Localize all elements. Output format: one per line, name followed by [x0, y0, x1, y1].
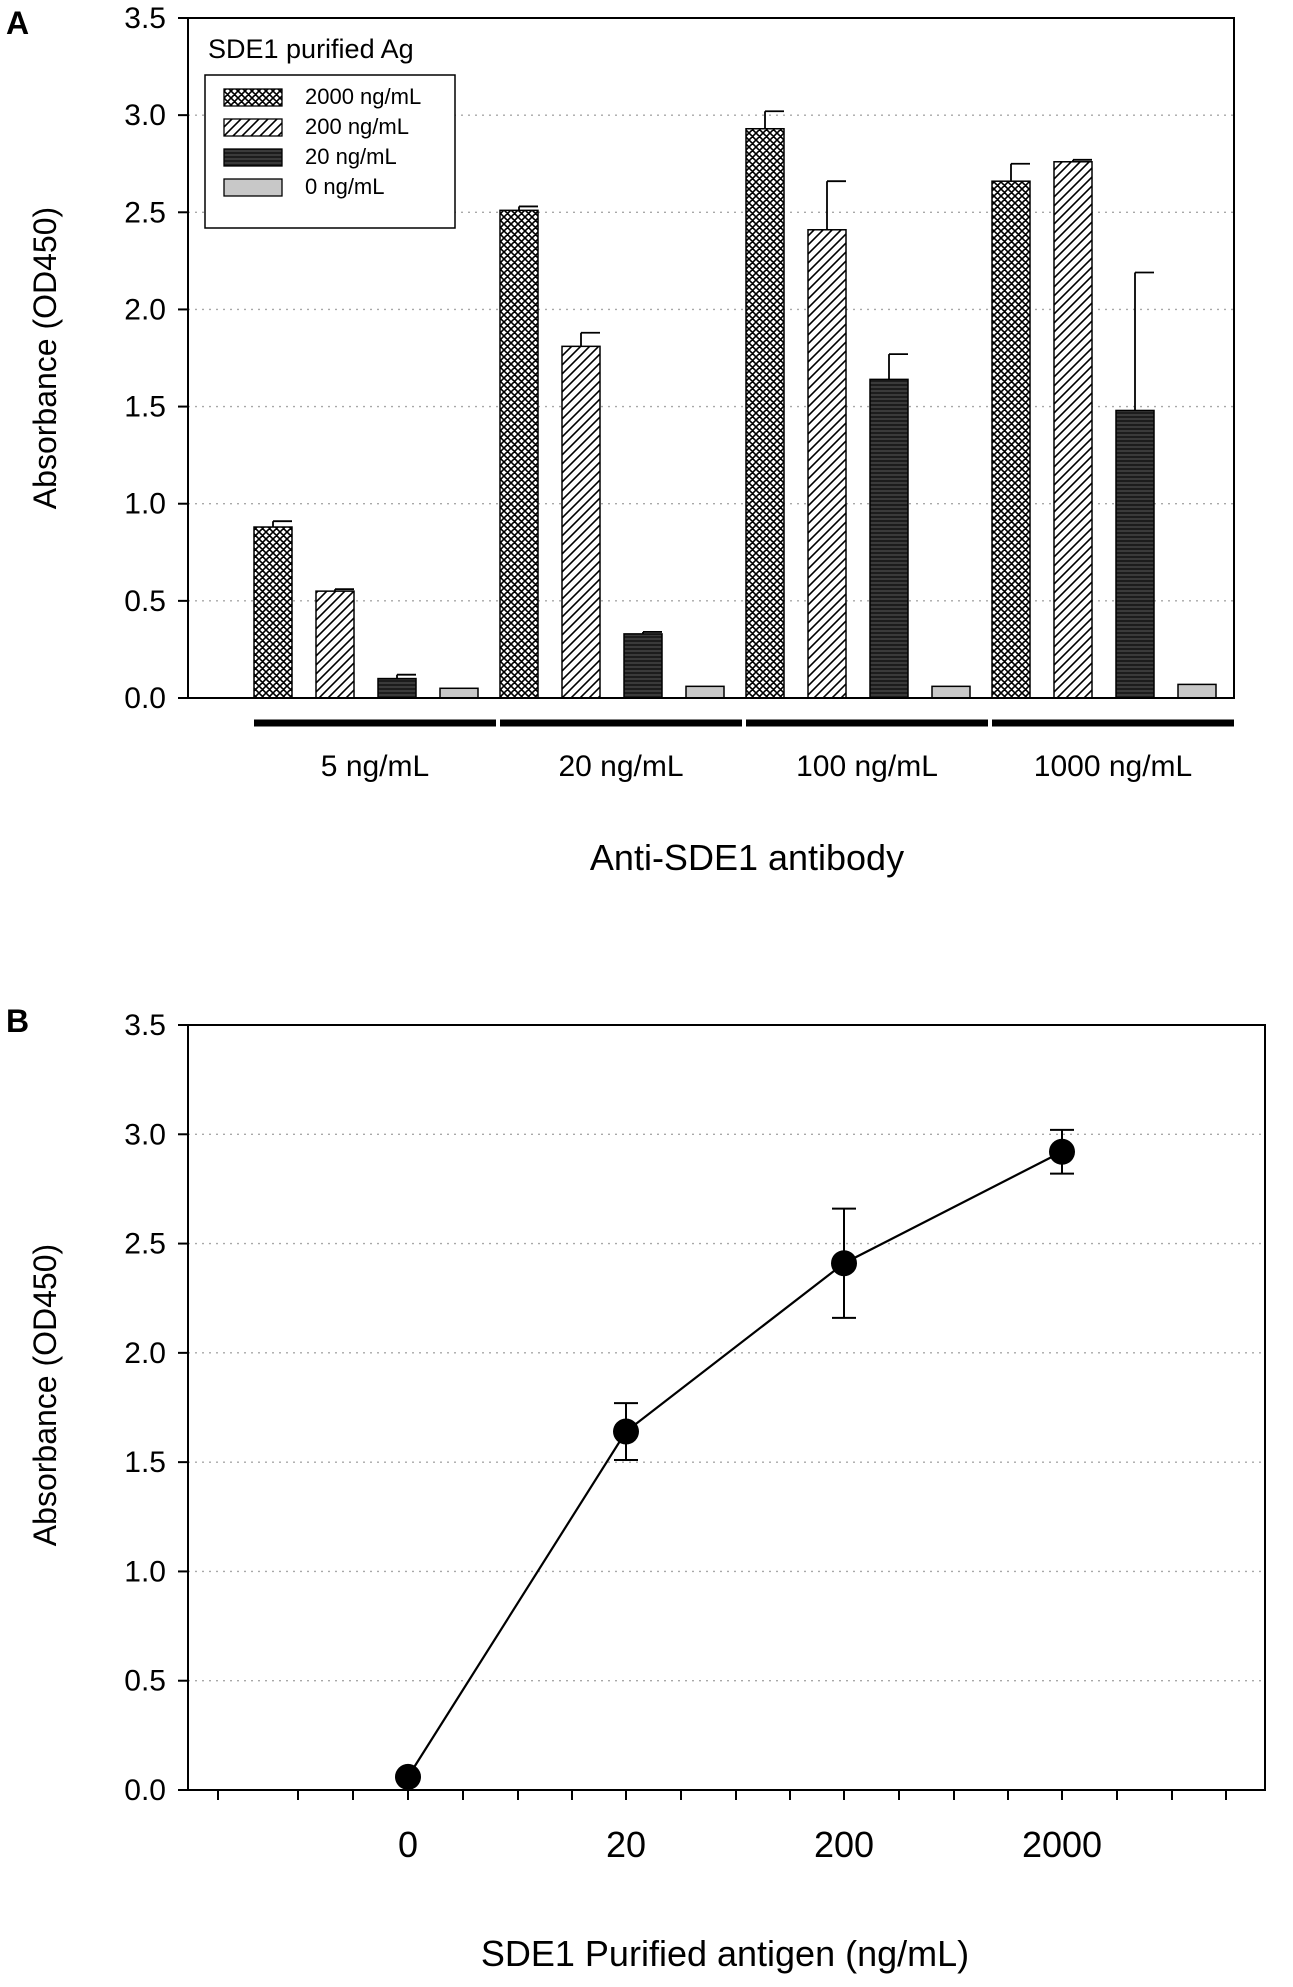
bar-5-ng-ml-200-ng-ml [315, 590, 355, 699]
legend-swatch-0-ng-ml [223, 178, 283, 197]
data-point-b-20 [613, 1418, 639, 1445]
panel-a-x-groups: 5 ng/mL 20 ng/mL 100 ng/mL 1000 ng/mL [254, 719, 1234, 783]
bar-20-ng-ml-200-ng-ml [561, 345, 601, 699]
y-tick-label-a: 2.5 [124, 196, 166, 229]
panel-a-label: A [6, 5, 29, 41]
y-tick-label-b: 2.5 [124, 1228, 166, 1261]
x-tick-label-b-200: 200 [814, 1824, 874, 1865]
bar-20-ng-ml-0-ng-ml [685, 685, 725, 699]
bar-20-ng-ml-20-ng-ml [623, 633, 663, 699]
panel-a-x-axis-label: Anti-SDE1 antibody [590, 837, 904, 878]
panel-a-bars [253, 127, 1217, 699]
panel-b-points [395, 1138, 1075, 1790]
x-category-label-1000-ng-ml: 1000 ng/mL [1034, 750, 1192, 783]
panel-a-y-axis-label: Absorbance (OD450) [27, 207, 63, 509]
y-tick-label-b: 1.5 [124, 1446, 166, 1479]
panel-b-series-line [407, 1150, 1063, 1778]
panel-b-gridlines [188, 1133, 1265, 1682]
y-tick-label-b: 2.0 [124, 1337, 166, 1370]
y-tick-label-a: 3.0 [124, 99, 166, 132]
y-tick-label-b: 1.0 [124, 1555, 166, 1588]
bar-100-ng-ml-20-ng-ml [869, 378, 909, 699]
y-tick-label-a: 0.5 [124, 585, 166, 618]
x-category-label-20-ng-ml: 20 ng/mL [558, 750, 683, 783]
x-tick-label-b-20: 20 [606, 1824, 646, 1865]
legend-items: 2000 ng/mL 200 ng/mL 20 ng/mL 0 ng/mL [223, 84, 421, 199]
panel-a-chart: 0.0 0.5 1.0 1.5 2.0 2.5 3.0 3.5 5 ng/mL 20 ng/mL… [27, 2, 1235, 878]
panel-b-x-axis-label: SDE1 Purified antigen (ng/mL) [481, 1933, 969, 1974]
legend-label-200-ng-ml: 200 ng/mL [305, 114, 409, 139]
x-tick-label-b-2000: 2000 [1022, 1824, 1102, 1865]
y-tick-label-a: 3.5 [124, 2, 166, 35]
panel-a-plot-frame [187, 17, 1235, 699]
panel-b-plot-frame [187, 1024, 1266, 1791]
panel-b-y-axis-label: Absorbance (OD450) [27, 1244, 63, 1546]
legend-swatch-20-ng-ml [223, 148, 283, 167]
bar-100-ng-ml-2000-ng-ml [745, 127, 785, 699]
panel-b-x-ticks: 0 20 200 2000 [217, 1790, 1227, 1865]
data-point-b-200 [831, 1250, 857, 1277]
data-point-b-2000 [1049, 1138, 1075, 1165]
y-tick-label-b: 3.5 [124, 1009, 166, 1042]
panel-b-chart: 0.0 0.5 1.0 1.5 2.0 2.5 3.0 3.5 0 20 200 2000 Abso… [27, 1009, 1266, 1974]
bar-100-ng-ml-200-ng-ml [807, 229, 847, 699]
bar-5-ng-ml-2000-ng-ml [253, 526, 293, 699]
bar-1000-ng-ml-2000-ng-ml [991, 180, 1031, 699]
bar-5-ng-ml-20-ng-ml [377, 677, 417, 699]
y-tick-label-a: 0.0 [124, 682, 166, 715]
legend-title: SDE1 purified Ag [208, 34, 414, 64]
panel-b-label: B [6, 1003, 29, 1039]
panel-a-y-ticks: 0.0 0.5 1.0 1.5 2.0 2.5 3.0 3.5 [124, 2, 188, 715]
bar-1000-ng-ml-20-ng-ml [1115, 409, 1155, 699]
legend-label-20-ng-ml: 20 ng/mL [305, 144, 397, 169]
bar-1000-ng-ml-200-ng-ml [1053, 161, 1093, 699]
panel-b-error-bars [614, 1128, 1074, 1461]
bar-1000-ng-ml-0-ng-ml [1177, 683, 1217, 699]
x-category-label-5-ng-ml: 5 ng/mL [321, 750, 429, 783]
bar-5-ng-ml-0-ng-ml [439, 687, 479, 699]
y-tick-label-a: 2.0 [124, 293, 166, 326]
bar-100-ng-ml-0-ng-ml [931, 685, 971, 699]
y-tick-label-b: 0.5 [124, 1665, 166, 1698]
bar-20-ng-ml-2000-ng-ml [499, 209, 539, 699]
legend-swatch-2000-ng-ml [223, 88, 283, 107]
panel-a-error-bars [272, 110, 1154, 679]
panel-b-y-ticks: 0.0 0.5 1.0 1.5 2.0 2.5 3.0 3.5 [124, 1009, 188, 1807]
data-point-b-0 [395, 1763, 421, 1790]
y-tick-label-b: 0.0 [124, 1774, 166, 1807]
y-tick-label-a: 1.5 [124, 391, 166, 424]
x-category-label-100-ng-ml: 100 ng/mL [796, 750, 938, 783]
legend-swatch-200-ng-ml [223, 118, 283, 137]
legend-label-2000-ng-ml: 2000 ng/mL [305, 84, 421, 109]
x-tick-label-b-0: 0 [398, 1824, 418, 1865]
y-tick-label-b: 3.0 [124, 1118, 166, 1151]
legend-label-0-ng-ml: 0 ng/mL [305, 174, 385, 199]
panel-a-legend: SDE1 purified Ag 2000 ng/mL 200 ng/mL 20 n… [204, 34, 456, 229]
y-tick-label-a: 1.0 [124, 488, 166, 521]
